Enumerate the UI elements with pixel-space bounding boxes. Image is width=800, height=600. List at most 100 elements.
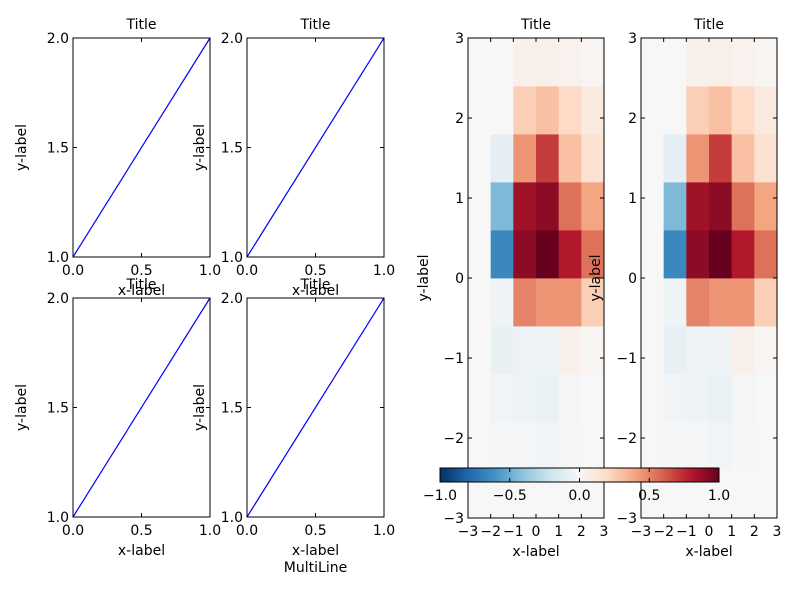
heatmap-cell (558, 38, 582, 87)
heatmap-cell (581, 326, 605, 375)
heatmap-cell (490, 278, 514, 327)
y-tick-label: 1.5 (47, 141, 69, 157)
heatmap-cell (709, 182, 733, 231)
heatmap-cell (536, 134, 560, 183)
series-line (72, 37, 211, 258)
heatmap-cell (663, 38, 687, 87)
heatmap-cell (641, 182, 665, 231)
x-tick-label: 0.5 (130, 523, 152, 539)
axes-title: Title (125, 277, 156, 293)
heatmap-cell (536, 374, 560, 423)
heatmap-cell (558, 134, 582, 183)
y-tick-label: 2.0 (47, 31, 69, 47)
heatmap-cell (536, 422, 560, 471)
y-tick-label: 1.0 (47, 250, 69, 266)
heatmap-cell (641, 374, 665, 423)
heatmap-cell (468, 230, 492, 279)
x-tick-label: 1.0 (199, 263, 221, 279)
x-tick-label: −1 (676, 524, 697, 540)
heatmap-cell (709, 374, 733, 423)
heatmap-cell (663, 422, 687, 471)
heatmap-cell (731, 374, 755, 423)
y-tick-label: −3 (443, 511, 464, 527)
heatmap-cell (754, 422, 778, 471)
x-tick-label: 0 (532, 524, 541, 540)
y-axis-label: y-label (416, 255, 432, 302)
heatmap-cell (663, 182, 687, 231)
heatmap-cell (558, 278, 582, 327)
heatmap-cell (663, 134, 687, 183)
axes-title: Title (299, 277, 330, 293)
y-tick-label: 2.0 (221, 291, 243, 307)
x-tick-label: 3 (773, 524, 782, 540)
heatmap-cell (731, 86, 755, 135)
heatmap-cell (686, 374, 710, 423)
heatmap-cell (468, 326, 492, 375)
x-tick-label: 1 (554, 524, 563, 540)
y-tick-label: 1.0 (221, 250, 243, 266)
heatmap-cell (558, 326, 582, 375)
heatmap-cell (536, 326, 560, 375)
y-tick-label: 1.5 (221, 141, 243, 157)
heatmap-cell (754, 86, 778, 135)
heatmap-cell (754, 374, 778, 423)
heatmap-cell (513, 38, 537, 87)
heatmap-cell (581, 230, 605, 279)
heatmap-cell (536, 182, 560, 231)
colorbar: −1.0 −0.5 0.0 0.5 1.0 (423, 467, 730, 504)
heatmap-cell (513, 86, 537, 135)
x-axis-label: x-label (118, 283, 165, 299)
x-tick-label: 0.0 (62, 523, 84, 539)
x-tick-label: 0.5 (304, 523, 326, 539)
x-tick-label: 0 (705, 524, 714, 540)
heatmap-cell (663, 230, 687, 279)
heatmap-cell (536, 38, 560, 87)
heatmap-cell (754, 230, 778, 279)
heatmap-cell (513, 422, 537, 471)
heatmap-cell (731, 470, 755, 519)
y-tick-label: 1.5 (221, 401, 243, 417)
x-tick-label: −2 (480, 524, 501, 540)
y-tick-label: 3 (628, 31, 637, 47)
heatmap-cell (709, 326, 733, 375)
heatmap-cell (641, 326, 665, 375)
heatmap-cell (513, 374, 537, 423)
heatmap-cell (490, 182, 514, 231)
series-line (246, 37, 385, 258)
x-tick-label: −3 (631, 524, 652, 540)
heatmap-cell (536, 230, 560, 279)
heatmap-cell (581, 278, 605, 327)
series-line (246, 297, 385, 518)
heatmap-cell (731, 134, 755, 183)
y-tick-label: 2.0 (47, 291, 69, 307)
x-tick-label: −2 (653, 524, 674, 540)
heatmap-cell (536, 86, 560, 135)
x-tick-label: −3 (458, 524, 479, 540)
heatmap-cell (686, 230, 710, 279)
x-tick-label: 0.5 (130, 263, 152, 279)
heatmap-cell (490, 86, 514, 135)
x-tick-label: 2 (577, 524, 586, 540)
heatmap-cell (468, 182, 492, 231)
heatmap-cell (468, 86, 492, 135)
y-tick-label: 0 (455, 271, 464, 287)
heatmap-cell (754, 38, 778, 87)
x-axis-label: x-label (292, 283, 339, 299)
y-tick-label: −2 (443, 431, 464, 447)
y-tick-label: −1 (443, 351, 464, 367)
heatmap-cell (468, 422, 492, 471)
heatmap-cell (709, 86, 733, 135)
heatmap-cell (513, 278, 537, 327)
heatmap-cell (754, 326, 778, 375)
y-tick-label: −2 (616, 431, 637, 447)
heatmap-cell (490, 326, 514, 375)
y-axis-label: y-label (192, 124, 208, 171)
y-tick-label: 1 (628, 191, 637, 207)
heatmap-cell (663, 278, 687, 327)
x-tick-label: 0.0 (62, 263, 84, 279)
heatmap-cell (581, 182, 605, 231)
heatmap-cell (754, 278, 778, 327)
colorbar-tick-label: 0.0 (568, 488, 590, 504)
